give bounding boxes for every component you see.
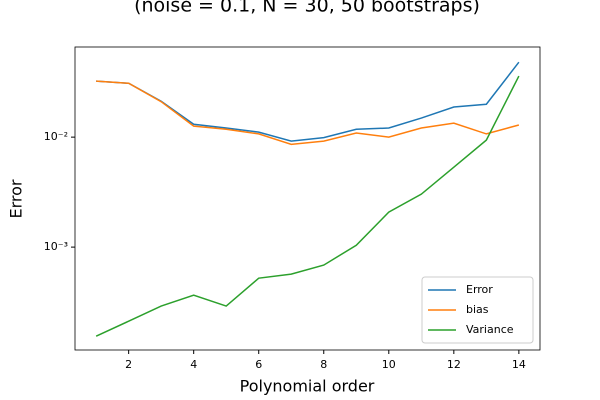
x-tick-label: 14 xyxy=(512,358,526,371)
x-axis-label: Polynomial order xyxy=(240,377,375,396)
chart-title: (noise = 0.1, N = 30, 50 bootstraps) xyxy=(134,0,480,17)
x-tick-label: 12 xyxy=(447,358,461,371)
y-tick-label: 10⁻² xyxy=(44,130,68,143)
legend-label: Variance xyxy=(466,323,514,336)
legend-label: bias xyxy=(466,303,489,316)
x-tick-label: 2 xyxy=(125,358,132,371)
y-tick-label: 10⁻³ xyxy=(44,240,68,253)
series-line xyxy=(95,75,520,337)
legend-box xyxy=(421,276,534,344)
plot-frame xyxy=(74,46,541,351)
x-tick-label: 10 xyxy=(382,358,396,371)
series-line xyxy=(96,61,520,142)
y-axis-label: Error xyxy=(7,179,26,218)
x-tick-label: 6 xyxy=(255,358,262,371)
series-line xyxy=(96,80,520,146)
legend-label: Error xyxy=(466,283,493,296)
x-tick-label: 4 xyxy=(190,358,197,371)
x-tick-label: 8 xyxy=(320,358,327,371)
